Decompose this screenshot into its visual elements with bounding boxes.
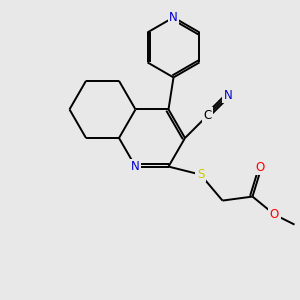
Text: C: C [203,109,212,122]
Text: S: S [197,168,204,181]
Text: N: N [169,11,178,24]
Text: N: N [131,160,140,173]
Text: O: O [270,208,279,221]
Text: O: O [256,161,265,174]
Text: N: N [224,88,232,101]
